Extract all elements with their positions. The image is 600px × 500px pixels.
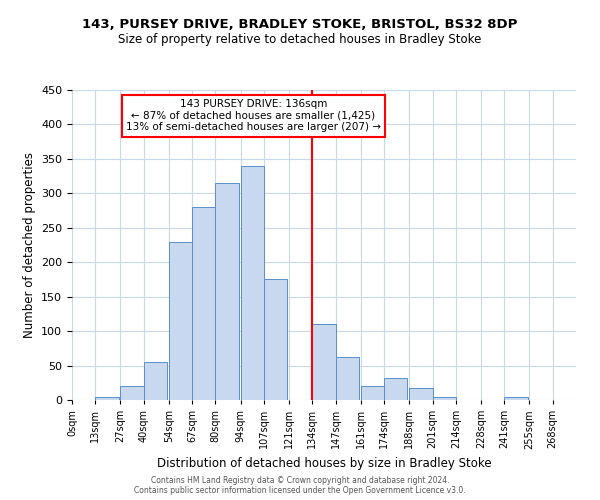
Text: Contains HM Land Registry data © Crown copyright and database right 2024.
Contai: Contains HM Land Registry data © Crown c… [134, 476, 466, 495]
Bar [241, 166, 264, 400]
Bar [192, 207, 215, 400]
Bar [384, 378, 407, 400]
Text: 143 PURSEY DRIVE: 136sqm
← 87% of detached houses are smaller (1,425)
13% of sem: 143 PURSEY DRIVE: 136sqm ← 87% of detach… [126, 100, 381, 132]
Bar [95, 396, 119, 400]
Text: Size of property relative to detached houses in Bradley Stoke: Size of property relative to detached ho… [118, 32, 482, 46]
Bar [433, 396, 456, 400]
Text: 143, PURSEY DRIVE, BRADLEY STOKE, BRISTOL, BS32 8DP: 143, PURSEY DRIVE, BRADLEY STOKE, BRISTO… [82, 18, 518, 30]
Bar [264, 280, 287, 400]
Bar [313, 324, 335, 400]
Bar [504, 396, 527, 400]
Bar [121, 386, 144, 400]
Bar [361, 386, 384, 400]
Bar [144, 362, 167, 400]
Bar [409, 388, 433, 400]
Bar [169, 242, 192, 400]
Bar [335, 356, 359, 400]
Y-axis label: Number of detached properties: Number of detached properties [23, 152, 35, 338]
Bar [215, 183, 239, 400]
X-axis label: Distribution of detached houses by size in Bradley Stoke: Distribution of detached houses by size … [157, 457, 491, 470]
